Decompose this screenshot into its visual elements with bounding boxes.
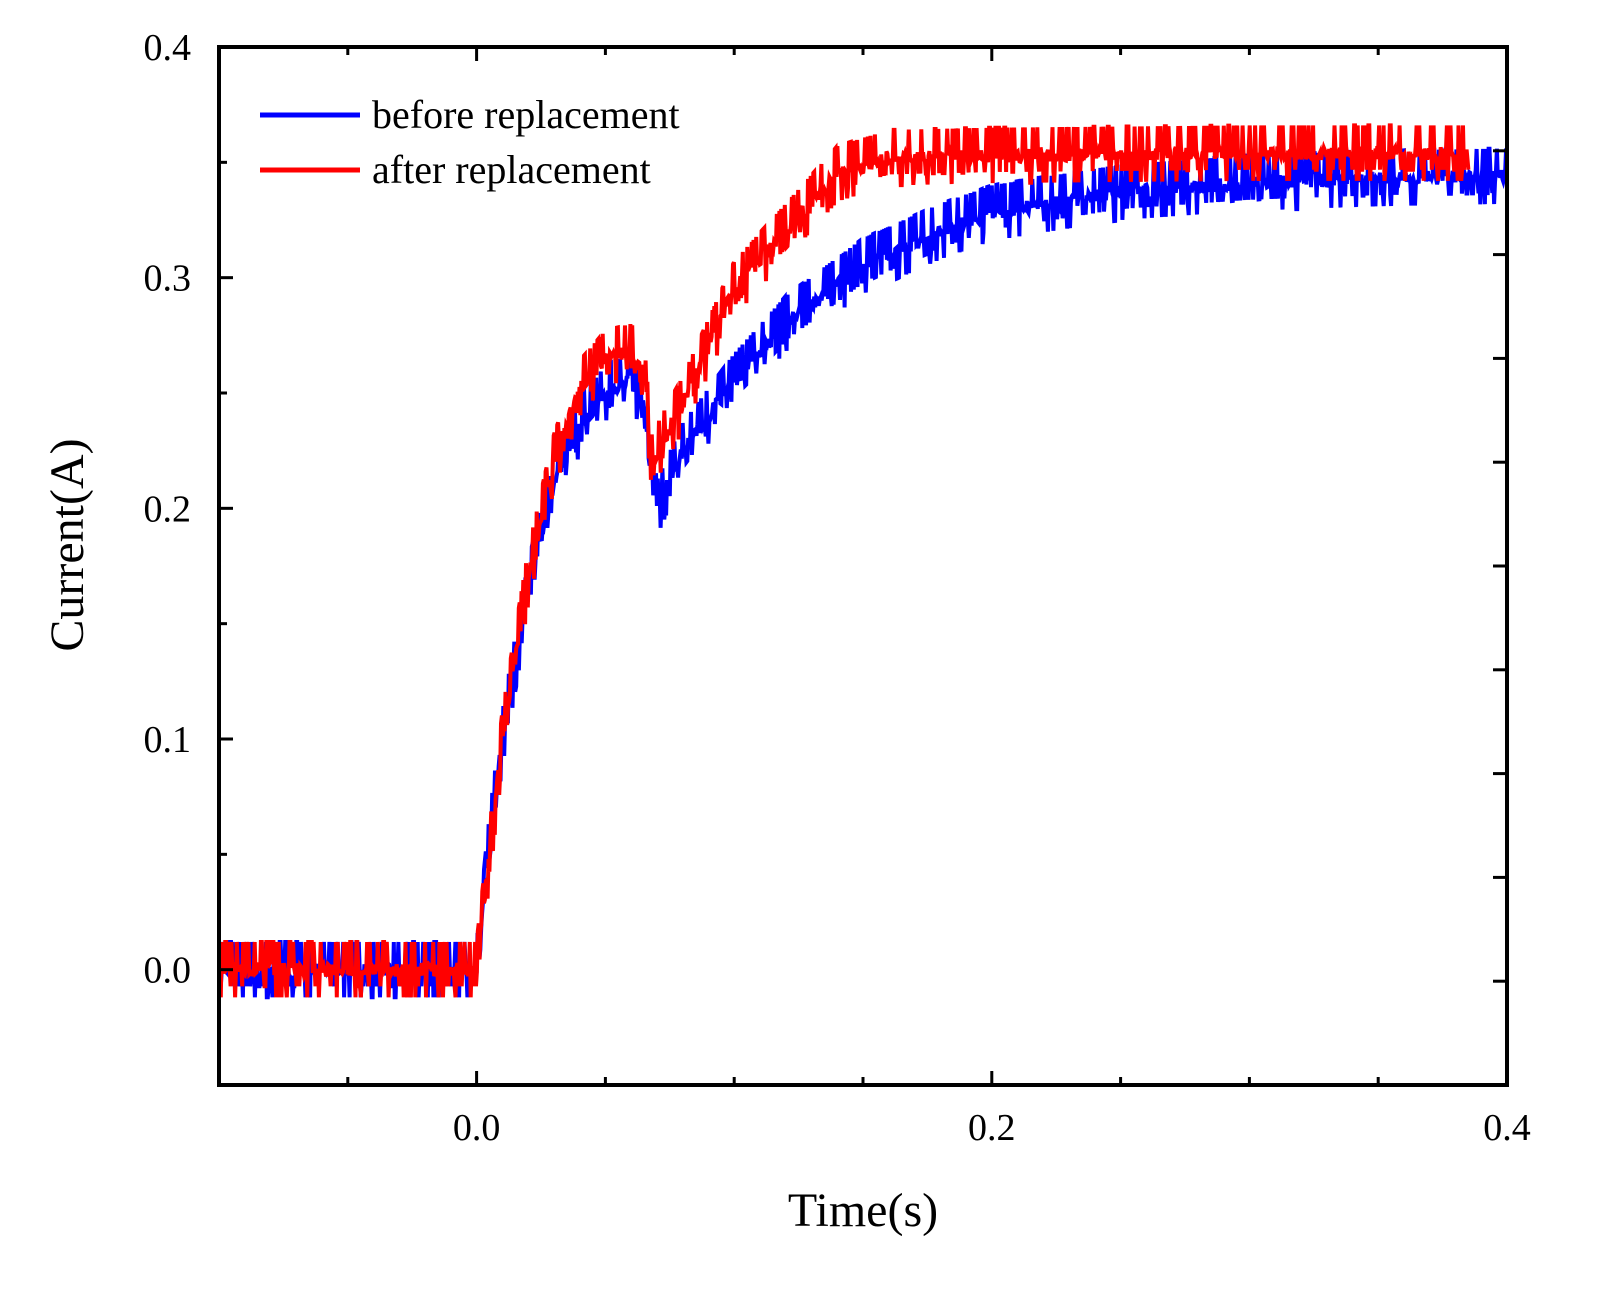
legend: before replacement after replacement [260,92,680,192]
x-tick-label: 0.4 [1483,1107,1531,1149]
series-line-after [217,123,1471,998]
y-tick-label: 0.4 [144,27,192,69]
legend-label-before: before replacement [372,92,680,137]
y-tick-label: 0.1 [144,719,192,761]
series-layer [217,123,1509,1000]
y-axis-title: Current(A) [41,438,94,651]
ticks-layer: 0.0 0.2 0.4 0.0 0.1 0.2 0.3 0.4 [144,27,1531,1149]
y-tick-label: 0.3 [144,258,192,300]
y-tick-label: 0.0 [144,950,192,992]
plot-frame [217,45,1509,1087]
x-tick-label: 0.2 [968,1107,1016,1149]
x-tick-label: 0.0 [453,1107,501,1149]
series-line-before [217,146,1509,1000]
x-axis-title: Time(s) [788,1184,938,1237]
legend-label-after: after replacement [372,147,651,192]
y-tick-label: 0.2 [144,488,192,530]
